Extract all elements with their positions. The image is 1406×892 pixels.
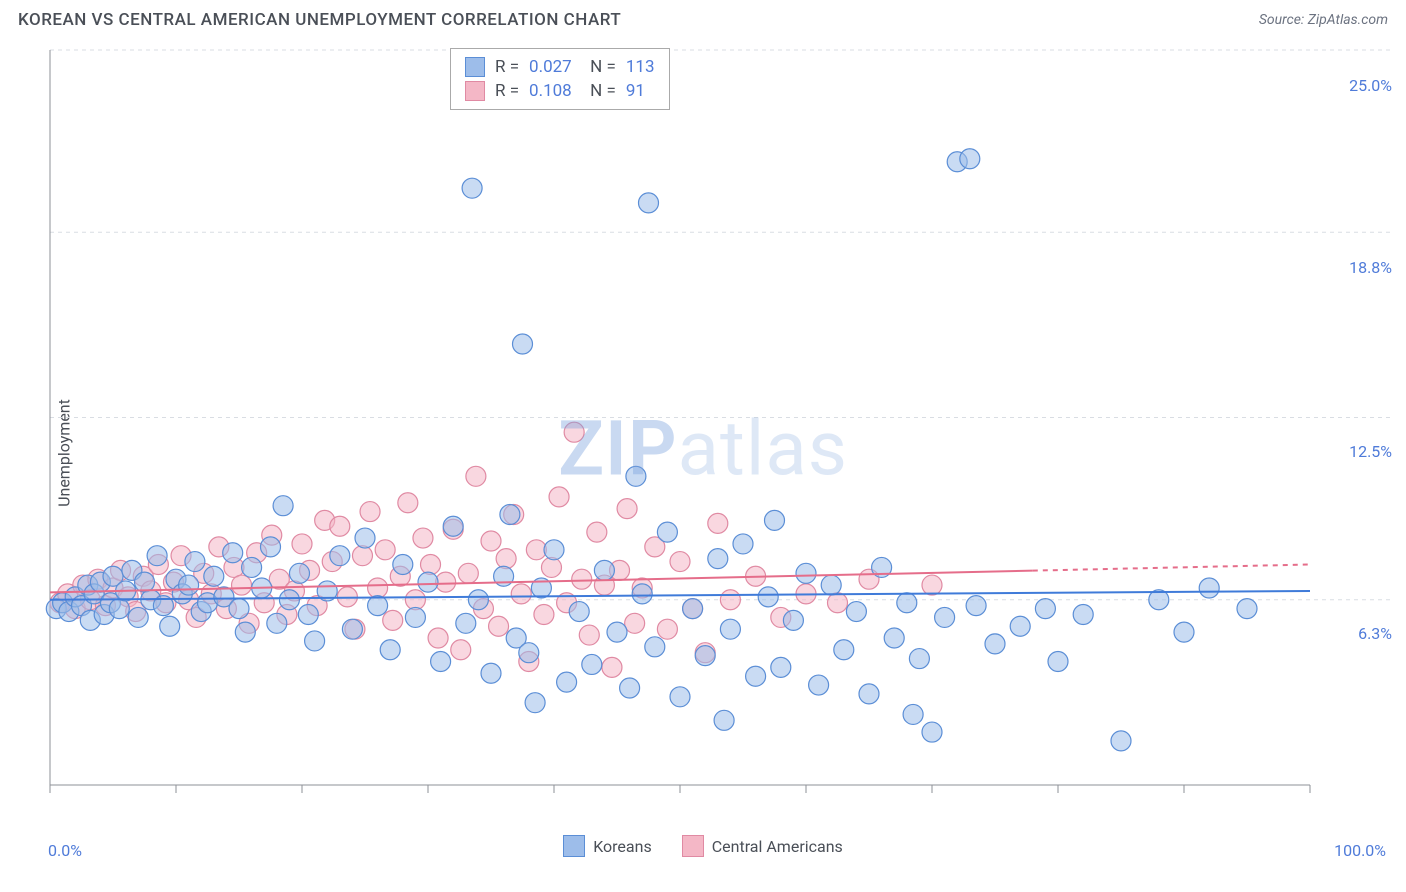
legend-label: Koreans xyxy=(593,837,652,856)
legend-item-koreans: Koreans xyxy=(563,835,652,857)
y-tick-label: 25.0% xyxy=(1349,76,1392,95)
r-value: 0.108 xyxy=(529,79,572,103)
y-tick-label: 6.3% xyxy=(1358,624,1392,643)
stats-row: R = 0.027 N = 113 xyxy=(465,55,655,79)
scatter-plot xyxy=(40,40,1390,820)
chart-header: KOREAN VS CENTRAL AMERICAN UNEMPLOYMENT … xyxy=(0,0,1406,36)
legend-item-central-americans: Central Americans xyxy=(682,835,843,857)
legend-swatch-central-americans xyxy=(465,81,485,101)
legend-swatch-central-americans xyxy=(682,835,704,857)
chart-title: KOREAN VS CENTRAL AMERICAN UNEMPLOYMENT … xyxy=(18,10,621,30)
y-tick-label: 18.8% xyxy=(1349,258,1392,277)
legend-label: Central Americans xyxy=(712,837,843,856)
legend-swatch-koreans xyxy=(563,835,585,857)
n-value: 113 xyxy=(626,55,655,79)
series-legend: Koreans Central Americans xyxy=(0,826,1406,866)
source-label: Source: ZipAtlas.com xyxy=(1259,12,1388,28)
n-value: 91 xyxy=(626,79,645,103)
stats-legend: R = 0.027 N = 113 R = 0.108 N = 91 xyxy=(450,48,670,110)
stats-row: R = 0.108 N = 91 xyxy=(465,79,655,103)
y-tick-label: 12.5% xyxy=(1349,442,1392,461)
plot-container: Unemployment ZIPatlas 25.0% 18.8% 12.5% … xyxy=(0,40,1406,866)
legend-swatch-koreans xyxy=(465,57,485,77)
r-value: 0.027 xyxy=(529,55,572,79)
